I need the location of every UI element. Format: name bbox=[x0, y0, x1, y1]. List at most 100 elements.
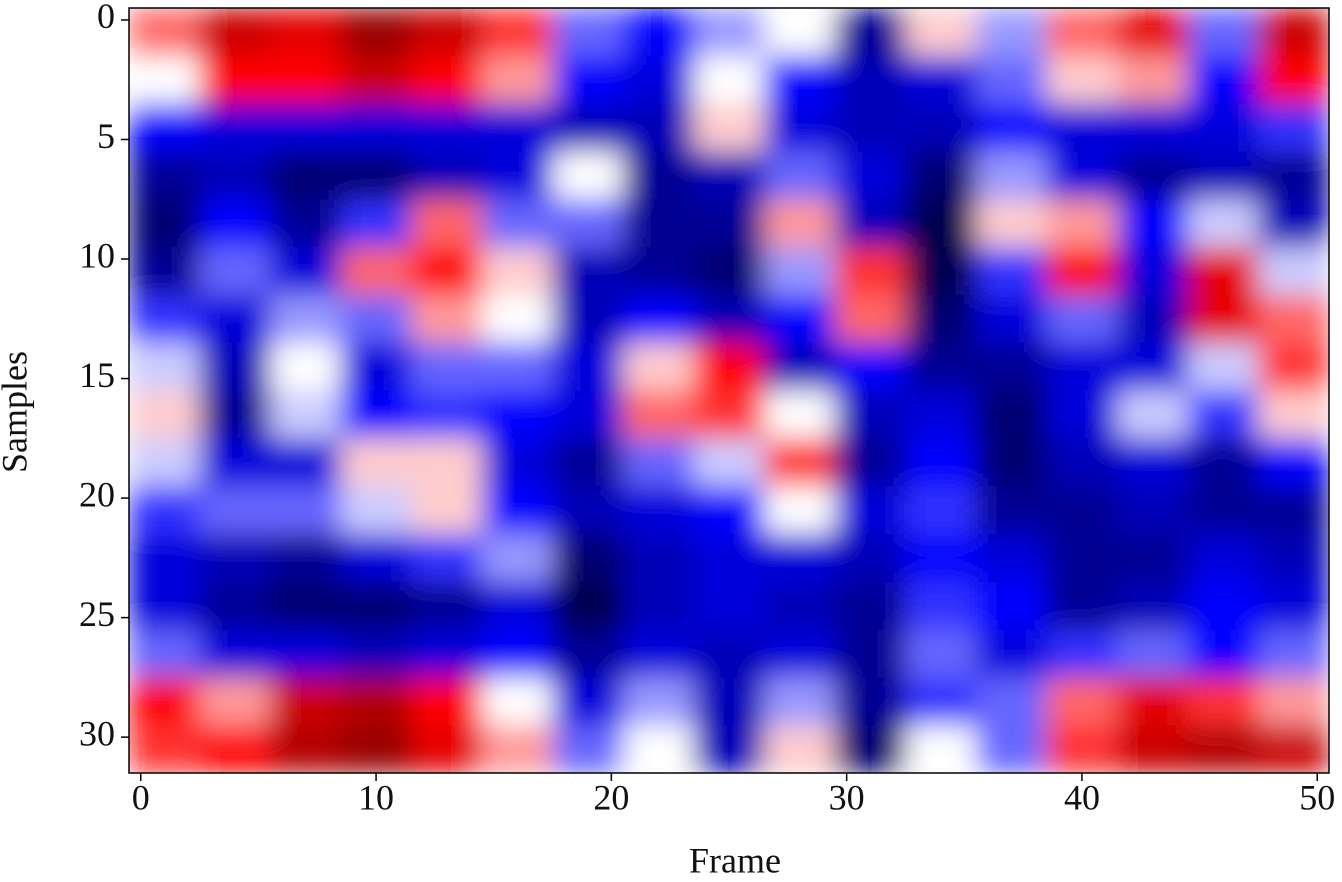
heatmap-cell bbox=[340, 390, 412, 439]
heatmap-cell bbox=[764, 581, 836, 631]
heatmap-cell bbox=[905, 486, 977, 535]
heatmap-cell bbox=[623, 55, 695, 105]
heatmap-cell bbox=[340, 151, 412, 200]
heatmap-cell bbox=[481, 55, 554, 105]
heatmap-cell bbox=[834, 294, 906, 344]
heatmap-cell bbox=[976, 199, 1048, 248]
heatmap-cell bbox=[481, 725, 554, 773]
heatmap-cell bbox=[1258, 629, 1329, 678]
heatmap-cell bbox=[481, 151, 554, 200]
heatmap-cell bbox=[905, 247, 977, 296]
heatmap-cell bbox=[1187, 199, 1259, 248]
heatmap-cell bbox=[270, 199, 342, 248]
x-tick-label: 10 bbox=[358, 777, 394, 817]
heatmap-cell bbox=[764, 342, 836, 391]
heatmap-cell bbox=[623, 486, 695, 535]
heatmap-cell bbox=[976, 8, 1048, 57]
heatmap-cell bbox=[976, 486, 1048, 535]
heatmap-cell bbox=[764, 677, 836, 726]
heatmap-cell bbox=[1258, 725, 1329, 773]
heatmap-cell bbox=[481, 486, 554, 535]
heatmap-cell bbox=[1187, 390, 1259, 439]
heatmap-cell bbox=[834, 725, 906, 773]
heatmap-cell bbox=[764, 533, 836, 583]
heatmap-cell bbox=[1117, 247, 1189, 296]
heatmap-cell bbox=[623, 294, 695, 344]
heatmap-cell bbox=[199, 629, 271, 678]
heatmap-cell bbox=[552, 151, 624, 200]
heatmap-cell bbox=[1187, 725, 1259, 773]
heatmap-cell bbox=[411, 725, 483, 773]
heatmap-cell bbox=[270, 486, 342, 535]
heatmap-cell bbox=[693, 55, 765, 105]
heatmap-cell bbox=[340, 103, 412, 152]
heatmap-cell bbox=[1187, 247, 1259, 296]
heatmap-cell bbox=[834, 103, 906, 152]
heatmap-cell bbox=[693, 438, 765, 487]
heatmap-cell bbox=[411, 342, 483, 391]
heatmap-cell bbox=[552, 581, 624, 631]
heatmap-cell bbox=[764, 8, 836, 57]
heatmap-cell bbox=[199, 533, 271, 583]
heatmap-cell bbox=[340, 55, 412, 105]
heatmap-cell bbox=[976, 55, 1048, 105]
heatmap-cell bbox=[129, 438, 201, 487]
heatmap-cell bbox=[905, 55, 977, 105]
heatmap-cell bbox=[129, 294, 201, 344]
heatmap-cell bbox=[834, 438, 906, 487]
heatmap-cell bbox=[270, 247, 342, 296]
heatmap-cell bbox=[270, 390, 342, 439]
heatmap-cell bbox=[199, 8, 271, 57]
heatmap-cell bbox=[693, 725, 765, 773]
heatmap-cell bbox=[481, 629, 554, 678]
heatmap-cell bbox=[340, 8, 412, 57]
y-tick-label: 5 bbox=[97, 116, 115, 156]
heatmap-cell bbox=[764, 103, 836, 152]
heatmap-cell bbox=[976, 629, 1048, 678]
heatmap-cell bbox=[693, 581, 765, 631]
heatmap-cell bbox=[199, 390, 271, 439]
heatmap-cell bbox=[411, 55, 483, 105]
heatmap-cell bbox=[129, 677, 201, 726]
heatmap-cell bbox=[129, 151, 201, 200]
heatmap-cell bbox=[1046, 8, 1118, 57]
heatmap-cell bbox=[693, 390, 765, 439]
heatmap-cell bbox=[1046, 103, 1118, 152]
heatmap-cell bbox=[481, 103, 554, 152]
heatmap-cell bbox=[340, 486, 412, 535]
heatmap-cell bbox=[411, 486, 483, 535]
heatmap-cell bbox=[270, 581, 342, 631]
heatmap-cell bbox=[199, 725, 271, 773]
heatmap-cell bbox=[693, 151, 765, 200]
heatmap-cell bbox=[976, 247, 1048, 296]
heatmap-cell bbox=[129, 581, 201, 631]
heatmap-cell bbox=[623, 199, 695, 248]
heatmap-cell bbox=[199, 438, 271, 487]
heatmap-cell bbox=[693, 103, 765, 152]
heatmap-cell bbox=[1046, 55, 1118, 105]
heatmap-cell bbox=[129, 55, 201, 105]
heatmap-cell bbox=[976, 151, 1048, 200]
heatmap-cell bbox=[693, 677, 765, 726]
heatmap-cell bbox=[976, 103, 1048, 152]
heatmap-cell bbox=[340, 438, 412, 487]
heatmap-cell bbox=[1187, 581, 1259, 631]
heatmap-cell bbox=[411, 581, 483, 631]
heatmap-cell bbox=[976, 390, 1048, 439]
heatmap-cell bbox=[340, 247, 412, 296]
heatmap-cell bbox=[693, 342, 765, 391]
y-tick-label: 25 bbox=[79, 594, 115, 634]
heatmap-cell bbox=[623, 533, 695, 583]
heatmap-cell bbox=[1117, 533, 1189, 583]
heatmap-cell bbox=[552, 294, 624, 344]
heatmap-cell bbox=[411, 677, 483, 726]
heatmap-cell bbox=[1046, 390, 1118, 439]
heatmap-cell bbox=[976, 581, 1048, 631]
heatmap-cell bbox=[834, 55, 906, 105]
heatmap-cell bbox=[1046, 294, 1118, 344]
heatmap-cell bbox=[1046, 199, 1118, 248]
heatmap-cell bbox=[976, 294, 1048, 344]
heatmap-cell bbox=[976, 342, 1048, 391]
